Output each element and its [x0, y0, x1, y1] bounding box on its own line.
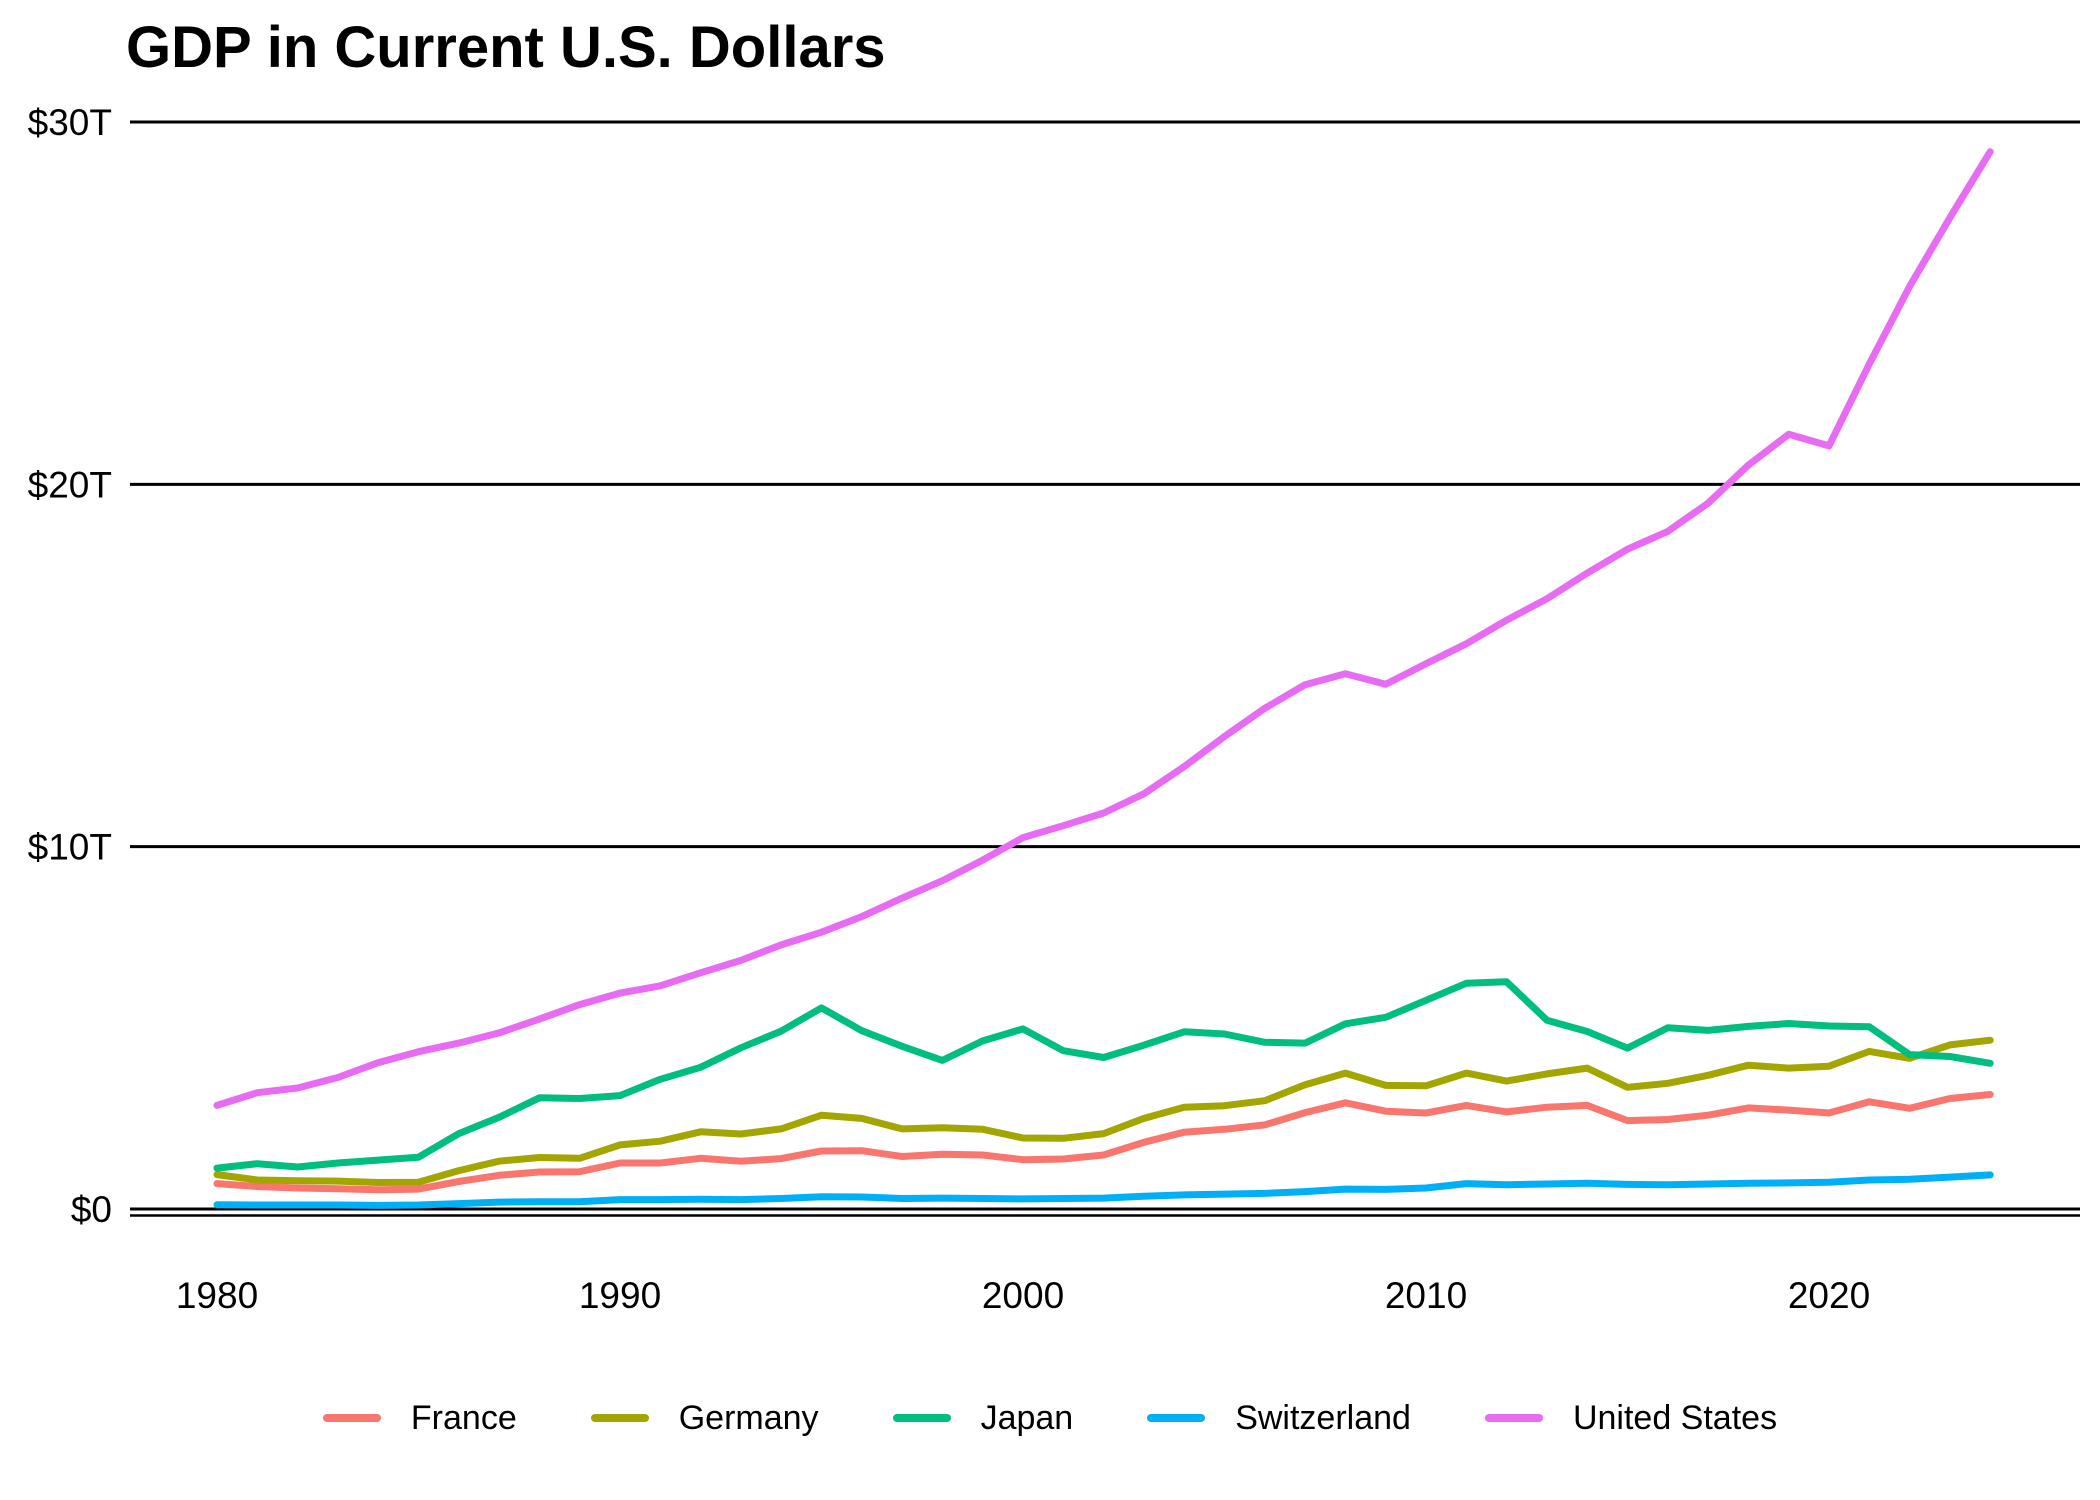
series-line-united-states — [213, 148, 1994, 1109]
y-tick-label-0: $0 — [71, 1189, 112, 1230]
plot-area: $0 $10T $20T $30T 1980 1990 2000 2010 2020 — [28, 102, 2080, 1316]
x-tick-label-2020: 2020 — [1788, 1275, 1870, 1316]
legend-item-switzerland: Switzerland — [1147, 1399, 1411, 1438]
legend-key-icon — [590, 1414, 649, 1422]
y-tick-label-20: $20T — [28, 464, 112, 505]
legend-item-germany: Germany — [590, 1398, 819, 1438]
legend-label-switzerland: Switzerland — [1235, 1398, 1411, 1437]
legend-key-icon — [1484, 1414, 1543, 1422]
legend-label-japan: Japan — [980, 1398, 1074, 1437]
series-line-japan — [213, 978, 1994, 1172]
legend-item-united-states: United States — [1484, 1398, 1778, 1438]
legend-label-germany: Germany — [678, 1398, 819, 1437]
legend-item-france: France — [322, 1398, 517, 1438]
y-tick-label-30: $30T — [28, 102, 112, 143]
legend-key-icon — [1147, 1414, 1206, 1422]
x-tick-label-1980: 1980 — [176, 1275, 258, 1316]
legend-label-france: France — [410, 1398, 517, 1437]
legend-key-icon — [322, 1414, 381, 1422]
legend: France Germany Japan Switzerland United Stat… — [0, 1392, 2100, 1444]
legend-key-icon — [892, 1414, 951, 1422]
x-tick-label-1990: 1990 — [579, 1275, 661, 1316]
x-tick-label-2010: 2010 — [1385, 1275, 1467, 1316]
x-tick-label-2000: 2000 — [982, 1275, 1064, 1316]
y-tick-label-10: $10T — [28, 827, 112, 868]
series-line-france — [213, 1091, 1994, 1194]
series-line-switzerland — [213, 1171, 1994, 1209]
chart-title: GDP in Current U.S. Dollars — [126, 15, 886, 80]
legend-item-japan: Japan — [892, 1398, 1074, 1438]
series-line-germany — [213, 1036, 1994, 1186]
legend-label-united-states: United States — [1572, 1398, 1778, 1437]
